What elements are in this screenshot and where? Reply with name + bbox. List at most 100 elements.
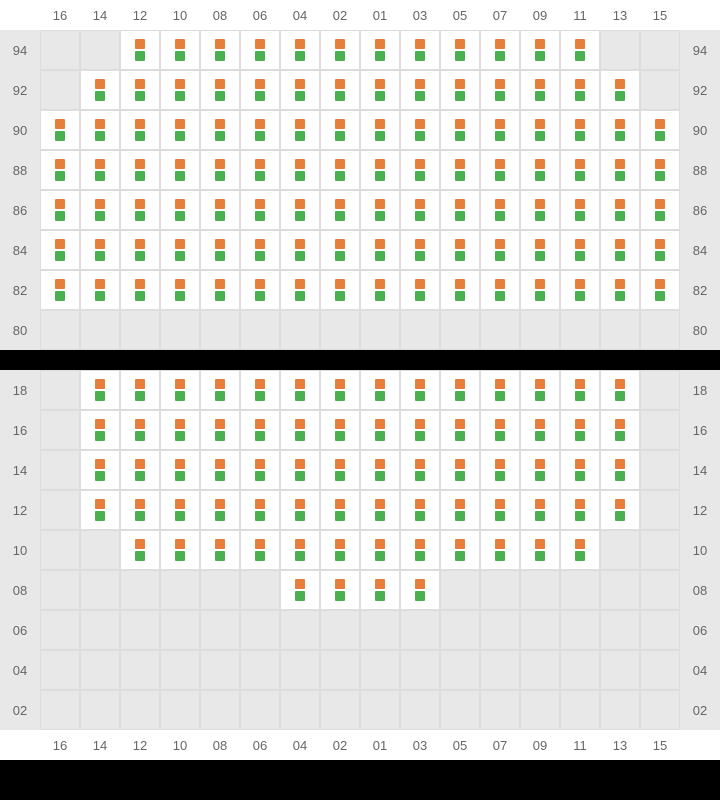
seat-cell[interactable] xyxy=(400,230,440,270)
seat-cell[interactable] xyxy=(560,110,600,150)
seat-cell[interactable] xyxy=(600,110,640,150)
seat-cell[interactable] xyxy=(160,370,200,410)
seat-cell[interactable] xyxy=(440,70,480,110)
seat-cell[interactable] xyxy=(240,270,280,310)
seat-cell[interactable] xyxy=(240,30,280,70)
seat-cell[interactable] xyxy=(280,450,320,490)
seat-cell[interactable] xyxy=(560,490,600,530)
seat-cell[interactable] xyxy=(320,450,360,490)
seat-cell[interactable] xyxy=(280,70,320,110)
seat-cell[interactable] xyxy=(560,530,600,570)
seat-cell[interactable] xyxy=(280,570,320,610)
seat-cell[interactable] xyxy=(240,490,280,530)
seat-cell[interactable] xyxy=(80,110,120,150)
seat-cell[interactable] xyxy=(560,230,600,270)
seat-cell[interactable] xyxy=(400,110,440,150)
seat-cell[interactable] xyxy=(400,450,440,490)
seat-cell[interactable] xyxy=(360,450,400,490)
seat-cell[interactable] xyxy=(120,230,160,270)
seat-cell[interactable] xyxy=(440,370,480,410)
seat-cell[interactable] xyxy=(160,110,200,150)
seat-cell[interactable] xyxy=(360,150,400,190)
seat-cell[interactable] xyxy=(200,230,240,270)
seat-cell[interactable] xyxy=(120,490,160,530)
seat-cell[interactable] xyxy=(160,450,200,490)
seat-cell[interactable] xyxy=(280,530,320,570)
seat-cell[interactable] xyxy=(520,530,560,570)
seat-cell[interactable] xyxy=(560,450,600,490)
seat-cell[interactable] xyxy=(640,110,680,150)
seat-cell[interactable] xyxy=(80,190,120,230)
seat-cell[interactable] xyxy=(240,110,280,150)
seat-cell[interactable] xyxy=(600,370,640,410)
seat-cell[interactable] xyxy=(480,230,520,270)
seat-cell[interactable] xyxy=(160,530,200,570)
seat-cell[interactable] xyxy=(40,270,80,310)
seat-cell[interactable] xyxy=(120,190,160,230)
seat-cell[interactable] xyxy=(480,370,520,410)
seat-cell[interactable] xyxy=(480,150,520,190)
seat-cell[interactable] xyxy=(600,230,640,270)
seat-cell[interactable] xyxy=(560,270,600,310)
seat-cell[interactable] xyxy=(120,110,160,150)
seat-cell[interactable] xyxy=(360,30,400,70)
seat-cell[interactable] xyxy=(240,70,280,110)
seat-cell[interactable] xyxy=(320,370,360,410)
seat-cell[interactable] xyxy=(360,230,400,270)
seat-cell[interactable] xyxy=(440,190,480,230)
seat-cell[interactable] xyxy=(600,270,640,310)
seat-cell[interactable] xyxy=(240,230,280,270)
seat-cell[interactable] xyxy=(160,150,200,190)
seat-cell[interactable] xyxy=(600,190,640,230)
seat-cell[interactable] xyxy=(80,70,120,110)
seat-cell[interactable] xyxy=(480,410,520,450)
seat-cell[interactable] xyxy=(480,530,520,570)
seat-cell[interactable] xyxy=(440,530,480,570)
seat-cell[interactable] xyxy=(480,30,520,70)
seat-cell[interactable] xyxy=(200,270,240,310)
seat-cell[interactable] xyxy=(280,270,320,310)
seat-cell[interactable] xyxy=(200,150,240,190)
seat-cell[interactable] xyxy=(80,410,120,450)
seat-cell[interactable] xyxy=(280,190,320,230)
seat-cell[interactable] xyxy=(280,370,320,410)
seat-cell[interactable] xyxy=(640,230,680,270)
seat-cell[interactable] xyxy=(400,530,440,570)
seat-cell[interactable] xyxy=(320,30,360,70)
seat-cell[interactable] xyxy=(160,70,200,110)
seat-cell[interactable] xyxy=(120,370,160,410)
seat-cell[interactable] xyxy=(200,530,240,570)
seat-cell[interactable] xyxy=(280,490,320,530)
seat-cell[interactable] xyxy=(200,450,240,490)
seat-cell[interactable] xyxy=(320,490,360,530)
seat-cell[interactable] xyxy=(600,450,640,490)
seat-cell[interactable] xyxy=(40,190,80,230)
seat-cell[interactable] xyxy=(120,30,160,70)
seat-cell[interactable] xyxy=(520,150,560,190)
seat-cell[interactable] xyxy=(320,190,360,230)
seat-cell[interactable] xyxy=(360,370,400,410)
seat-cell[interactable] xyxy=(560,370,600,410)
seat-cell[interactable] xyxy=(280,230,320,270)
seat-cell[interactable] xyxy=(320,570,360,610)
seat-cell[interactable] xyxy=(40,230,80,270)
seat-cell[interactable] xyxy=(440,230,480,270)
seat-cell[interactable] xyxy=(280,30,320,70)
seat-cell[interactable] xyxy=(640,190,680,230)
seat-cell[interactable] xyxy=(400,270,440,310)
seat-cell[interactable] xyxy=(480,270,520,310)
seat-cell[interactable] xyxy=(520,370,560,410)
seat-cell[interactable] xyxy=(320,150,360,190)
seat-cell[interactable] xyxy=(560,410,600,450)
seat-cell[interactable] xyxy=(400,410,440,450)
seat-cell[interactable] xyxy=(160,490,200,530)
seat-cell[interactable] xyxy=(160,230,200,270)
seat-cell[interactable] xyxy=(440,410,480,450)
seat-cell[interactable] xyxy=(400,30,440,70)
seat-cell[interactable] xyxy=(560,30,600,70)
seat-cell[interactable] xyxy=(440,450,480,490)
seat-cell[interactable] xyxy=(240,150,280,190)
seat-cell[interactable] xyxy=(360,530,400,570)
seat-cell[interactable] xyxy=(400,190,440,230)
seat-cell[interactable] xyxy=(240,370,280,410)
